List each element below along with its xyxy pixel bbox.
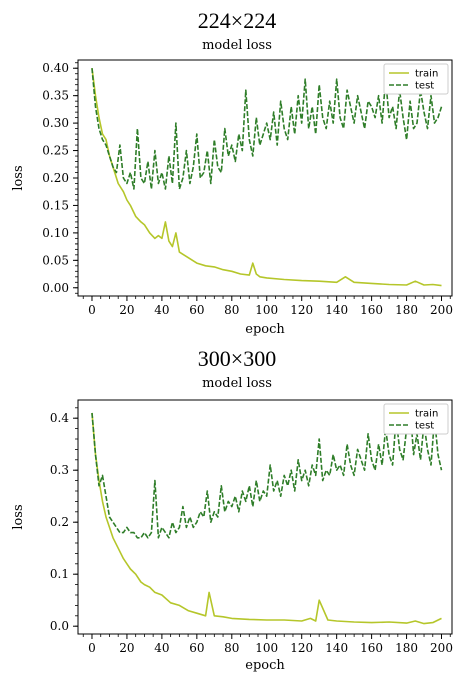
x-tick-label: 140 <box>325 303 348 317</box>
x-tick-label: 60 <box>189 303 204 317</box>
x-tick-label: 200 <box>430 641 453 655</box>
y-axis-label: loss <box>11 504 26 529</box>
y-tick-label: 0.30 <box>42 116 69 130</box>
x-tick-label: 120 <box>290 641 313 655</box>
x-tick-label: 100 <box>255 303 278 317</box>
y-tick-label: 0.15 <box>42 198 69 212</box>
series-line-train <box>91 412 442 625</box>
x-tick-label: 80 <box>224 303 239 317</box>
chart-title-1: model loss <box>202 38 272 53</box>
x-axis-label: epoch <box>245 322 285 337</box>
y-axis-label: loss <box>11 165 26 190</box>
y-tick-label: 0.1 <box>50 567 69 581</box>
x-tick-label: 140 <box>325 641 348 655</box>
x-tick-label: 80 <box>224 641 239 655</box>
y-tick-label: 0.20 <box>42 171 69 185</box>
x-axis-label: epoch <box>245 658 285 673</box>
y-tick-label: 0.2 <box>50 515 69 529</box>
x-tick-label: 40 <box>154 641 169 655</box>
y-tick-label: 0.05 <box>42 253 69 267</box>
x-tick-label: 0 <box>88 303 96 317</box>
y-tick-label: 0.3 <box>50 463 69 477</box>
x-tick-label: 60 <box>189 641 204 655</box>
legend-label-test: test <box>415 81 434 92</box>
legend-label-test: test <box>415 421 434 432</box>
x-tick-label: 180 <box>395 641 418 655</box>
y-tick-label: 0.4 <box>50 411 69 425</box>
x-tick-label: 20 <box>119 303 134 317</box>
chart-title-2: model loss <box>202 376 272 391</box>
y-tick-label: 0.0 <box>50 619 69 633</box>
legend-box <box>383 403 449 435</box>
x-tick-label: 160 <box>360 641 383 655</box>
series-line-test <box>91 406 443 539</box>
y-tick-label: 0.35 <box>42 89 69 103</box>
panel-heading-224: 224×224 <box>197 8 277 33</box>
x-tick-label: 200 <box>430 303 453 317</box>
panel-heading-300: 300×300 <box>197 346 277 371</box>
x-tick-label: 20 <box>119 641 134 655</box>
plot-frame <box>77 399 453 635</box>
y-tick-label: 0.00 <box>42 281 69 295</box>
legend-label-train: train <box>415 69 438 80</box>
y-tick-label: 0.40 <box>42 61 69 75</box>
legend-box <box>383 63 449 95</box>
x-tick-label: 40 <box>154 303 169 317</box>
loss-chart-224: 0 20 40 60 80 100 120 140 160 180 200 0.00 0.05 0.10 0… <box>11 59 453 337</box>
legend-label-train: train <box>415 409 438 420</box>
x-tick-label: 160 <box>360 303 383 317</box>
x-tick-label: 0 <box>88 641 96 655</box>
y-tick-label: 0.10 <box>42 226 69 240</box>
x-tick-label: 180 <box>395 303 418 317</box>
x-tick-label: 120 <box>290 303 313 317</box>
y-tick-label: 0.25 <box>42 144 69 158</box>
series-line-test <box>91 68 443 190</box>
series-line-train <box>91 68 442 287</box>
x-tick-label: 100 <box>255 641 278 655</box>
